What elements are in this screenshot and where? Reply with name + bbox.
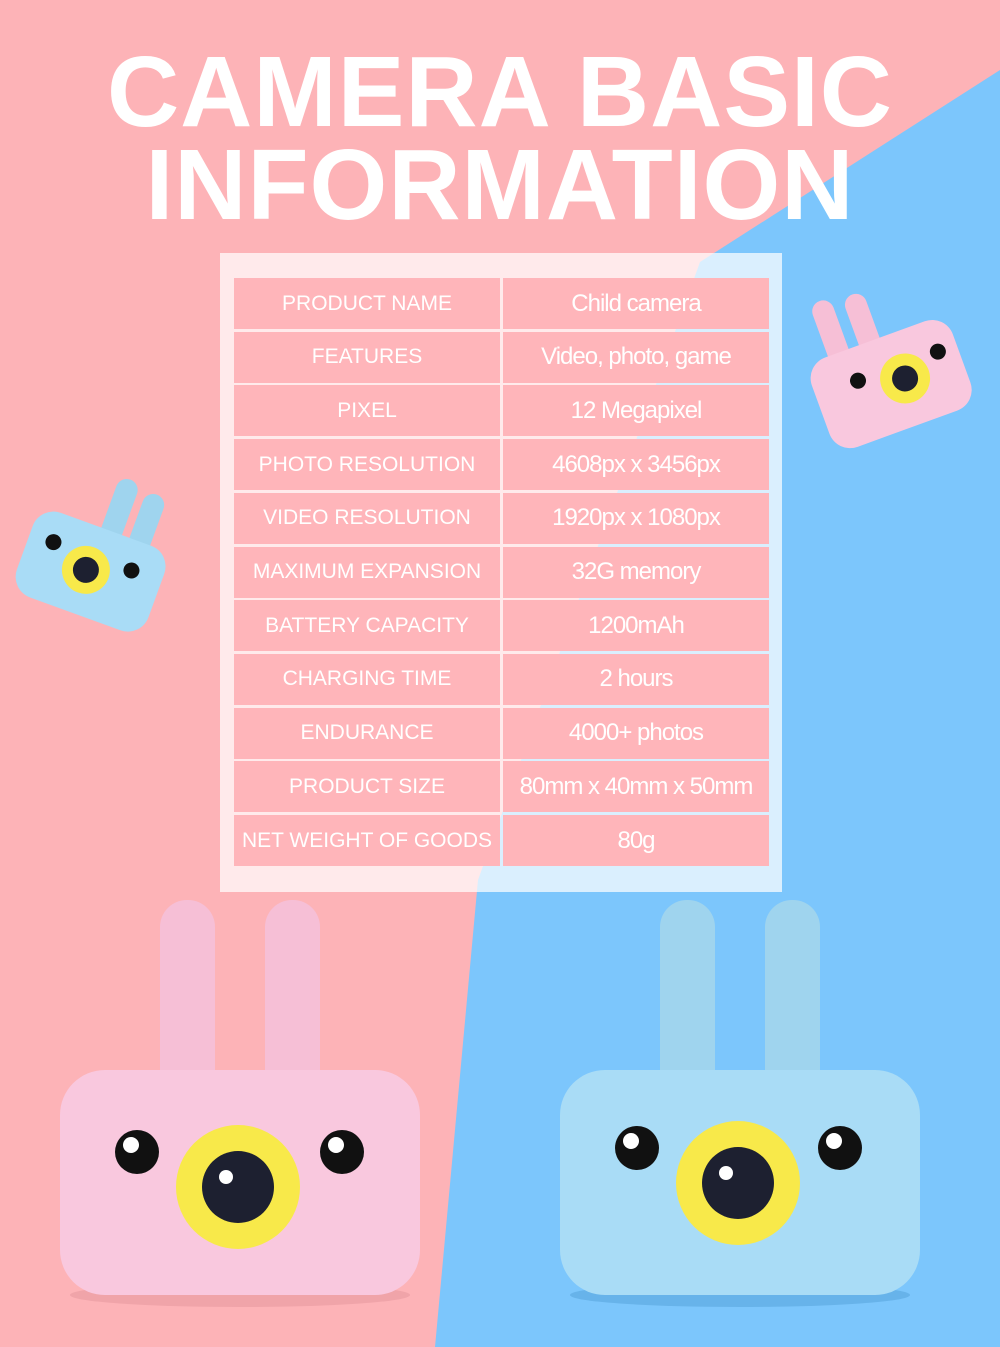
spec-value: 1200mAh xyxy=(503,600,769,652)
spec-value: 1920px x 1080px xyxy=(503,492,769,544)
spec-value: Child camera xyxy=(503,278,769,329)
spec-label: MAXIMUM EXPANSION xyxy=(234,546,500,598)
spec-value: 80mm x 40mm x 50mm xyxy=(503,761,769,813)
spec-row: PHOTO RESOLUTION 4608px x 3456px xyxy=(234,439,769,491)
spec-label: NET WEIGHT OF GOODS xyxy=(234,815,500,866)
spec-row: BATTERY CAPACITY 1200mAh xyxy=(234,600,769,652)
spec-row: PIXEL 12 Megapixel xyxy=(234,385,769,437)
spec-label: ENDURANCE xyxy=(234,707,500,759)
spec-value: 80g xyxy=(503,815,769,866)
spec-row: MAXIMUM EXPANSION 32G memory xyxy=(234,546,769,598)
spec-label: BATTERY CAPACITY xyxy=(234,600,500,652)
spec-row: FEATURES Video, photo, game xyxy=(234,331,769,383)
spec-label: PIXEL xyxy=(234,385,500,437)
spec-value: 4000+ photos xyxy=(503,707,769,759)
spec-label: PHOTO RESOLUTION xyxy=(234,439,500,491)
spec-value: 4608px x 3456px xyxy=(503,439,769,491)
spec-label: PRODUCT SIZE xyxy=(234,761,500,813)
spec-row: PRODUCT NAME Child camera xyxy=(234,278,769,329)
small-blue-camera-image xyxy=(15,478,166,632)
blue-bunny-camera-image xyxy=(560,900,920,1307)
small-pink-camera-image xyxy=(810,293,972,449)
pink-bunny-camera-image xyxy=(60,900,420,1307)
spec-label: VIDEO RESOLUTION xyxy=(234,492,500,544)
spec-label: PRODUCT NAME xyxy=(234,278,500,329)
spec-label: FEATURES xyxy=(234,331,500,383)
title-line-2: INFORMATION xyxy=(145,129,855,241)
spec-value: 12 Megapixel xyxy=(503,385,769,437)
spec-value: 32G memory xyxy=(503,546,769,598)
spec-row: ENDURANCE 4000+ photos xyxy=(234,707,769,759)
spec-value: 2 hours xyxy=(503,653,769,705)
spec-row: NET WEIGHT OF GOODS 80g xyxy=(234,815,769,866)
spec-value: Video, photo, game xyxy=(503,331,769,383)
spec-row: VIDEO RESOLUTION 1920px x 1080px xyxy=(234,492,769,544)
spec-label: CHARGING TIME xyxy=(234,653,500,705)
spec-row: CHARGING TIME 2 hours xyxy=(234,653,769,705)
spec-row: PRODUCT SIZE 80mm x 40mm x 50mm xyxy=(234,761,769,813)
title-line-1: CAMERA BASIC xyxy=(106,36,894,148)
